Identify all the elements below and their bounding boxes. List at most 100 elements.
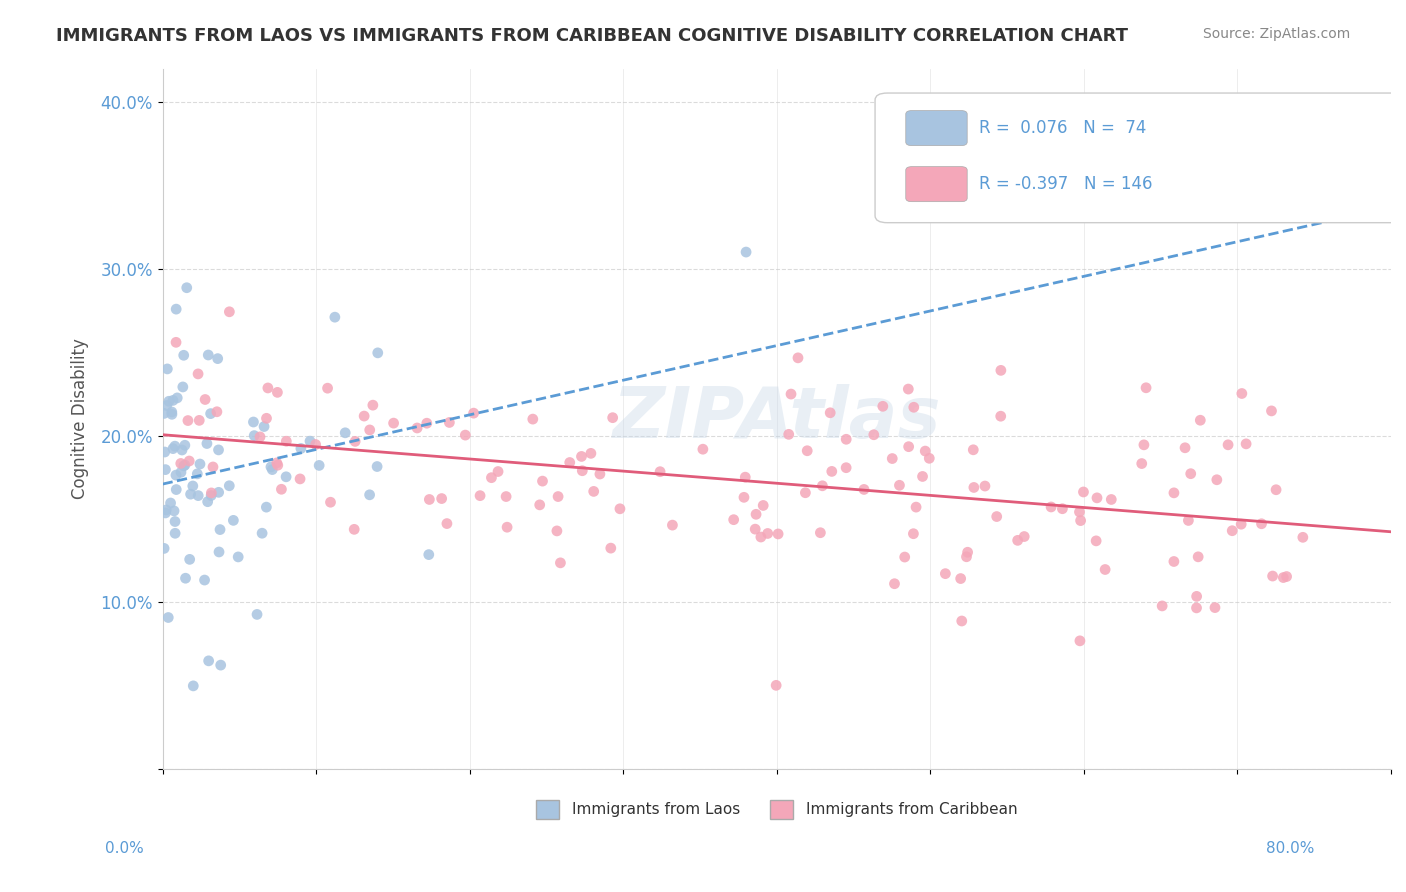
Point: [218, 305, 240, 319]
Point: [547, 490, 569, 504]
Point: [304, 437, 326, 451]
Point: [1094, 562, 1116, 576]
Point: [1205, 473, 1227, 487]
Point: [165, 468, 187, 483]
Point: [165, 483, 187, 497]
Point: [818, 406, 841, 420]
Point: [1230, 386, 1253, 401]
Point: [752, 499, 775, 513]
Point: [1261, 569, 1284, 583]
Point: [157, 394, 180, 409]
Point: [288, 472, 311, 486]
Point: [463, 406, 485, 420]
Point: [571, 464, 593, 478]
Point: [1174, 441, 1197, 455]
Point: [201, 460, 224, 475]
Point: [170, 457, 193, 471]
Legend: Immigrants from Laos, Immigrants from Caribbean: Immigrants from Laos, Immigrants from Ca…: [530, 794, 1024, 825]
Point: [335, 425, 357, 440]
Point: [163, 504, 186, 518]
Point: [872, 399, 894, 413]
Point: [1152, 599, 1174, 613]
Point: [153, 406, 176, 420]
Point: [893, 549, 915, 564]
Point: [963, 480, 986, 494]
Point: [367, 346, 389, 360]
FancyBboxPatch shape: [905, 167, 967, 202]
Point: [692, 442, 714, 457]
Point: [1052, 501, 1074, 516]
Point: [1130, 457, 1153, 471]
Point: [529, 498, 551, 512]
Point: [897, 440, 920, 454]
Point: [1180, 467, 1202, 481]
Point: [416, 416, 439, 430]
Point: [218, 479, 240, 493]
Point: [918, 451, 941, 466]
FancyBboxPatch shape: [875, 93, 1406, 223]
Point: [780, 387, 803, 401]
Point: [262, 462, 284, 476]
Point: [160, 407, 183, 421]
Point: [723, 513, 745, 527]
Point: [956, 545, 979, 559]
Point: [1230, 517, 1253, 532]
Point: [796, 443, 818, 458]
Point: [193, 573, 215, 587]
Point: [173, 458, 195, 472]
Point: [835, 432, 858, 446]
Point: [550, 556, 572, 570]
Point: [200, 407, 222, 421]
Point: [156, 362, 179, 376]
Point: [359, 488, 381, 502]
Point: [1163, 486, 1185, 500]
Point: [1260, 404, 1282, 418]
Point: [1234, 437, 1257, 451]
Point: [522, 412, 544, 426]
Point: [1007, 533, 1029, 548]
Point: [862, 427, 884, 442]
Point: [735, 245, 758, 260]
Point: [208, 523, 231, 537]
Point: [1292, 530, 1315, 544]
Point: [165, 335, 187, 350]
Point: [883, 576, 905, 591]
Point: [197, 348, 219, 362]
Point: [366, 459, 388, 474]
Point: [734, 470, 756, 484]
Point: [990, 363, 1012, 377]
Point: [745, 508, 768, 522]
Point: [181, 479, 204, 493]
Point: [1275, 569, 1298, 583]
Point: [481, 471, 503, 485]
Point: [187, 489, 209, 503]
Point: [905, 500, 928, 515]
Point: [316, 381, 339, 395]
Point: [1085, 533, 1108, 548]
Point: [1163, 554, 1185, 568]
Point: [439, 416, 461, 430]
Point: [205, 405, 228, 419]
Point: [207, 442, 229, 457]
Point: [749, 530, 772, 544]
Point: [835, 460, 858, 475]
Point: [155, 506, 177, 520]
Text: 80.0%: 80.0%: [1267, 841, 1315, 856]
Point: [246, 607, 269, 622]
Point: [454, 428, 477, 442]
Point: [531, 474, 554, 488]
Point: [821, 464, 844, 478]
Point: [207, 351, 229, 366]
Point: [256, 411, 278, 425]
Point: [495, 490, 517, 504]
Point: [955, 549, 977, 564]
Text: R =  0.076   N =  74: R = 0.076 N = 74: [980, 120, 1147, 137]
Point: [276, 434, 298, 449]
Point: [194, 392, 217, 407]
Point: [1012, 530, 1035, 544]
Point: [160, 405, 183, 419]
Point: [382, 416, 405, 430]
Point: [165, 526, 187, 541]
Point: [974, 479, 997, 493]
Point: [1220, 524, 1243, 538]
